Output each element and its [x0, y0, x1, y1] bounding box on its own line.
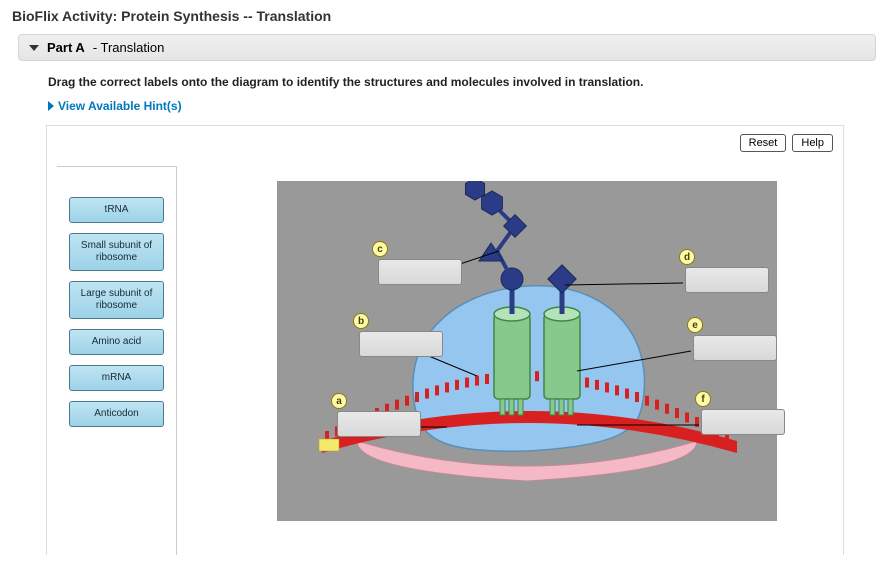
chevron-down-icon	[29, 45, 39, 51]
hints-label: View Available Hint(s)	[58, 99, 182, 113]
part-label: Part A	[47, 40, 85, 55]
reset-button[interactable]: Reset	[740, 134, 787, 152]
label-palette: tRNA Small subunit of ribosome Large sub…	[57, 166, 177, 555]
marker-e: e	[687, 317, 703, 333]
drag-label[interactable]: Large subunit of ribosome	[69, 281, 164, 319]
marker-f: f	[695, 391, 711, 407]
drag-label[interactable]: mRNA	[69, 365, 164, 391]
part-subtitle: - Translation	[93, 40, 165, 55]
drop-target-e[interactable]	[693, 335, 777, 361]
work-area: Reset Help tRNA Small subunit of ribosom…	[46, 125, 844, 555]
help-button[interactable]: Help	[792, 134, 833, 152]
drag-label[interactable]: Amino acid	[69, 329, 164, 355]
chevron-right-icon	[48, 101, 54, 111]
drag-label[interactable]: Anticodon	[69, 401, 164, 427]
drag-label[interactable]: Small subunit of ribosome	[69, 233, 164, 271]
drop-target-f[interactable]	[701, 409, 785, 435]
drop-target-b[interactable]	[359, 331, 443, 357]
view-hints-link[interactable]: View Available Hint(s)	[0, 99, 890, 125]
marker-c: c	[372, 241, 388, 257]
instruction-text: Drag the correct labels onto the diagram…	[0, 61, 890, 99]
drop-target-a[interactable]	[337, 411, 421, 437]
translation-diagram: a b c d e f	[277, 181, 777, 521]
drop-target-d[interactable]	[685, 267, 769, 293]
marker-d: d	[679, 249, 695, 265]
activity-title: BioFlix Activity: Protein Synthesis -- T…	[0, 0, 890, 34]
marker-a: a	[331, 393, 347, 409]
drop-target-c[interactable]	[378, 259, 462, 285]
drag-label[interactable]: tRNA	[69, 197, 164, 223]
part-header[interactable]: Part A - Translation	[18, 34, 876, 61]
marker-b: b	[353, 313, 369, 329]
